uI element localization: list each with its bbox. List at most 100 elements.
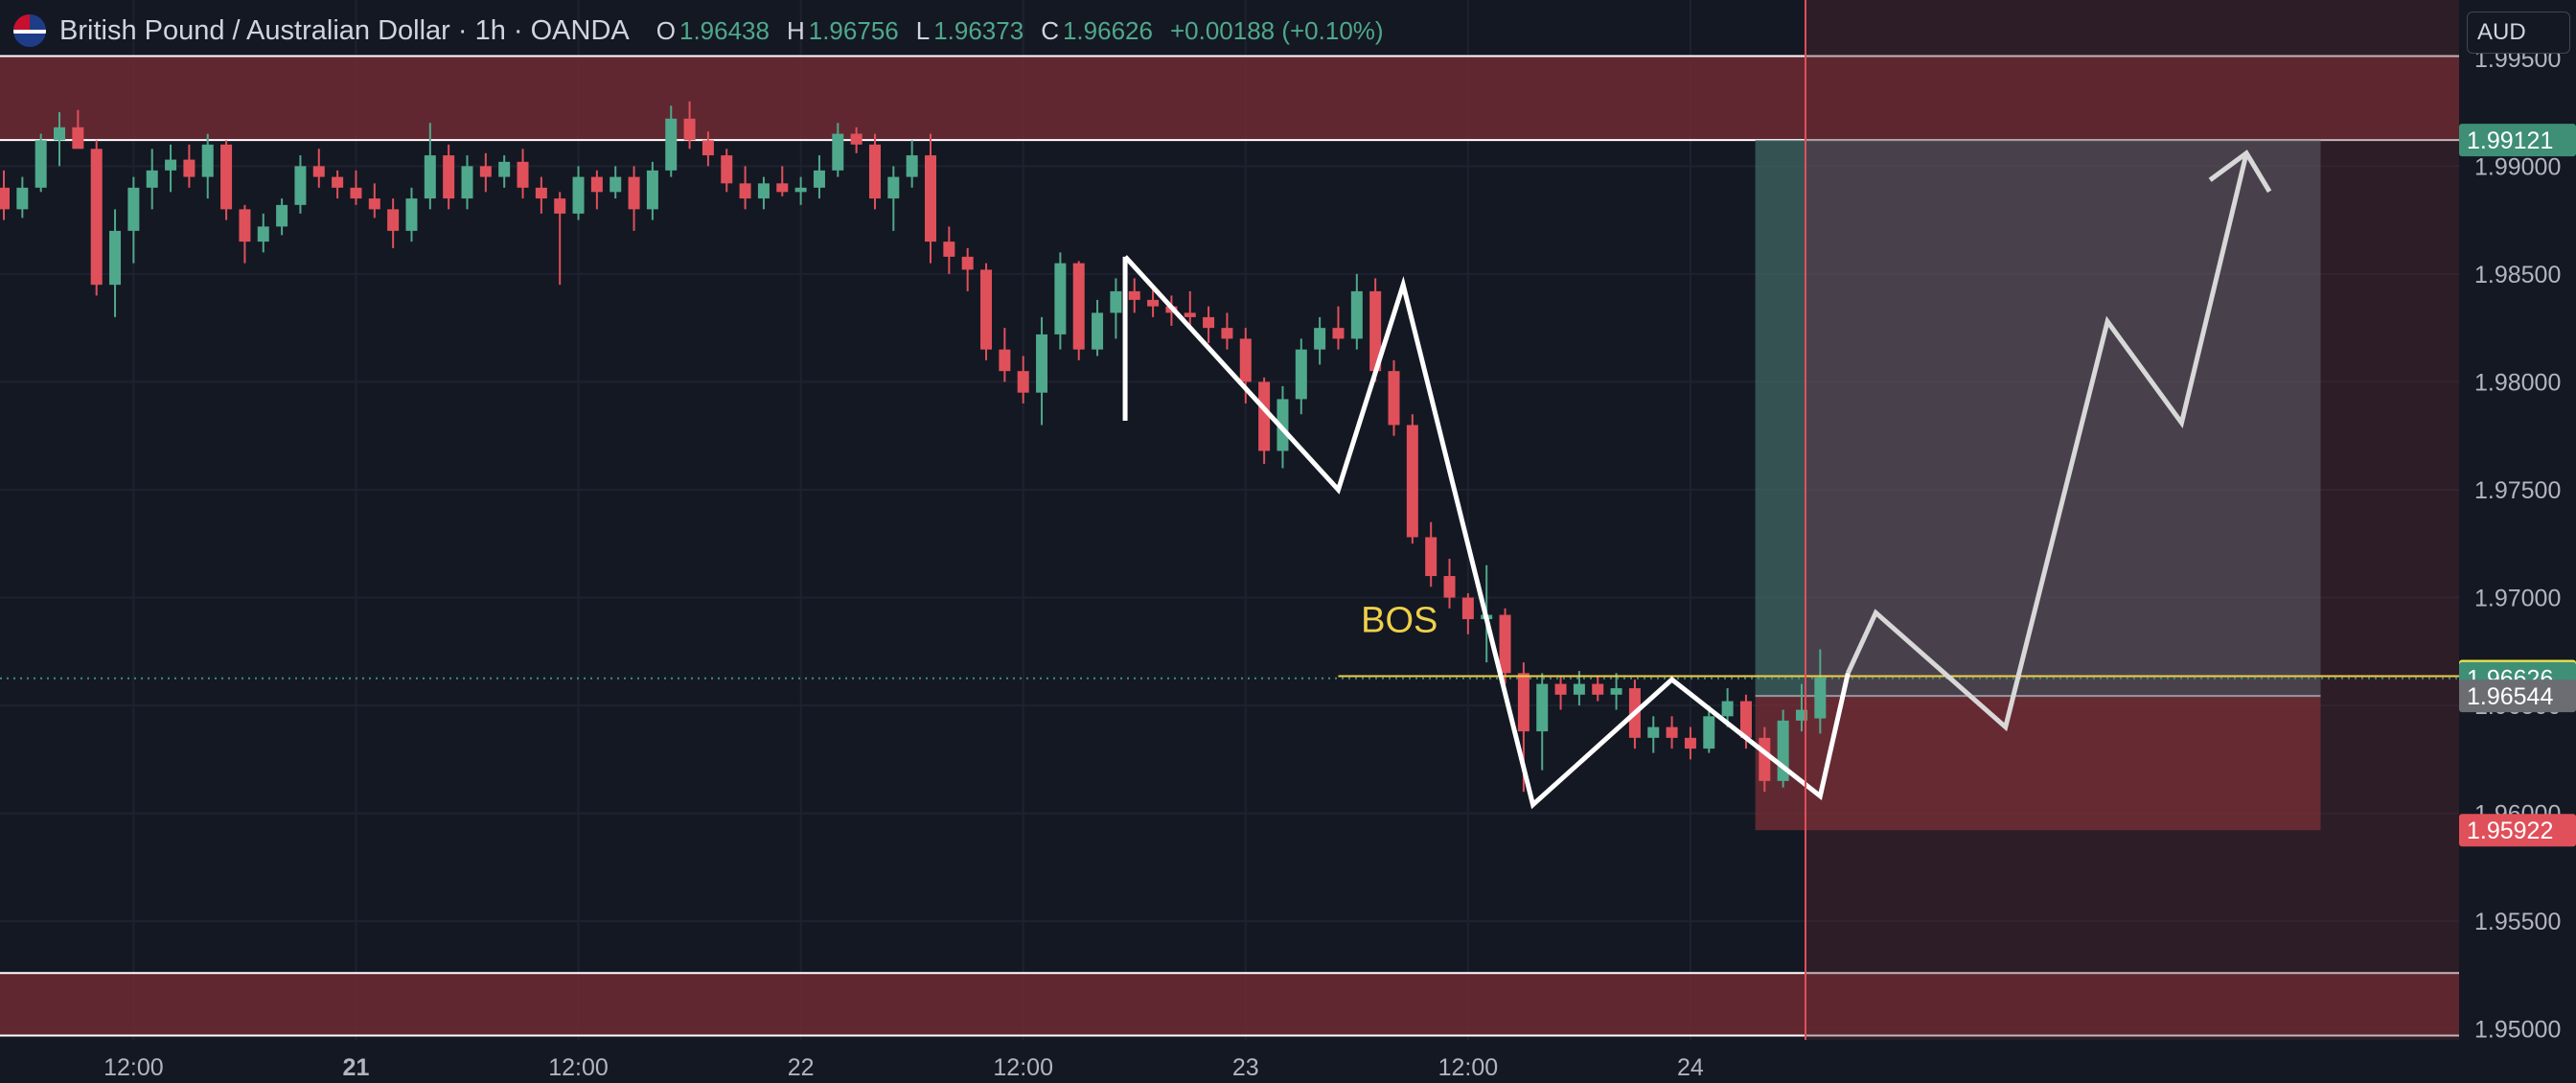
price-tick-label: 1.98000 bbox=[2474, 369, 2561, 396]
price-tick-label: 1.97000 bbox=[2474, 586, 2561, 612]
candle-body bbox=[1221, 328, 1233, 339]
candle-body bbox=[257, 226, 269, 242]
price-badge bbox=[2459, 124, 2576, 157]
candle-body bbox=[0, 187, 10, 210]
candle-body bbox=[276, 204, 288, 227]
candle-body bbox=[1759, 737, 1771, 781]
price-tick-label: 1.95500 bbox=[2474, 909, 2561, 935]
candle-body bbox=[201, 144, 214, 177]
candle-body bbox=[665, 118, 678, 171]
candle-body bbox=[1388, 371, 1400, 426]
candle-body bbox=[535, 187, 547, 199]
plot-background bbox=[0, 0, 2459, 1083]
price-badge-label: 1.99121 bbox=[2467, 127, 2553, 154]
candle-body bbox=[702, 140, 714, 156]
candle-body bbox=[1258, 381, 1271, 451]
candle-body bbox=[1499, 614, 1511, 674]
candle-body bbox=[1592, 683, 1604, 695]
candle-body bbox=[183, 159, 196, 177]
candle-body bbox=[554, 198, 566, 214]
price-badge-label: 1.95922 bbox=[2467, 818, 2553, 844]
candle-body bbox=[1017, 371, 1029, 393]
candle-body bbox=[34, 140, 47, 188]
future-area-shade bbox=[1805, 0, 2459, 1083]
candle-body bbox=[498, 161, 511, 177]
price-tick-label: 1.97500 bbox=[2474, 477, 2561, 504]
candle-body bbox=[350, 187, 362, 199]
price-axis-background bbox=[2459, 0, 2576, 1083]
candle-body bbox=[1739, 701, 1752, 738]
candle-body bbox=[1461, 597, 1474, 620]
time-tick-label: 21 bbox=[343, 1054, 370, 1081]
candle-body bbox=[610, 176, 622, 193]
candle-body bbox=[72, 127, 84, 150]
candle-body bbox=[776, 183, 789, 193]
position-target-zone bbox=[1755, 140, 2321, 697]
time-tick-label: 12:00 bbox=[1438, 1054, 1499, 1081]
ohlc-high: H 1.96756 bbox=[786, 15, 899, 45]
candle-body bbox=[813, 170, 825, 188]
candle-body bbox=[461, 166, 473, 199]
candle-body bbox=[54, 127, 66, 141]
time-tick-label: 24 bbox=[1677, 1054, 1704, 1081]
candle-body bbox=[1610, 688, 1622, 695]
candle-body bbox=[1684, 737, 1696, 749]
candle-body bbox=[1128, 290, 1140, 300]
candle-body bbox=[220, 144, 233, 210]
candle-body bbox=[1036, 334, 1048, 393]
market-structure-zigzag bbox=[1123, 255, 1851, 810]
price-tick-label: 1.95000 bbox=[2474, 1017, 2561, 1044]
candle-body bbox=[1092, 312, 1104, 350]
candle-body bbox=[590, 176, 603, 193]
candle-body bbox=[925, 155, 936, 242]
price-change: +0.00188 (+0.10%) bbox=[1169, 15, 1384, 45]
candle-body bbox=[1369, 290, 1382, 372]
candle-body bbox=[757, 183, 770, 199]
candle-body bbox=[1203, 316, 1215, 329]
projected-path-arrow bbox=[1846, 152, 2249, 732]
candle-body bbox=[1332, 328, 1345, 339]
candle-body bbox=[1147, 299, 1160, 307]
candle-body bbox=[961, 256, 974, 270]
position-filled-target bbox=[1755, 140, 1806, 697]
candle-body bbox=[517, 161, 529, 188]
candle-body bbox=[1406, 425, 1418, 538]
candle-body bbox=[1110, 290, 1122, 313]
symbol-title[interactable]: British Pound / Australian Dollar · 1h ·… bbox=[59, 14, 630, 46]
candle-body bbox=[368, 198, 380, 210]
candle-body bbox=[312, 166, 325, 177]
candle-body bbox=[1350, 290, 1363, 339]
candle-body bbox=[239, 209, 251, 242]
candle-body bbox=[1443, 576, 1456, 598]
candle-body bbox=[1721, 701, 1734, 717]
candle-body bbox=[1276, 399, 1289, 451]
time-tick-label: 23 bbox=[1232, 1054, 1259, 1081]
price-badge bbox=[2459, 814, 2576, 847]
time-tick-label: 22 bbox=[788, 1054, 815, 1081]
lower-support-zone bbox=[0, 973, 2459, 1036]
candle-body bbox=[683, 118, 696, 141]
candle-body bbox=[1295, 349, 1307, 400]
position-stop-zone bbox=[1755, 696, 2321, 831]
candle-body bbox=[943, 242, 955, 257]
candle-body bbox=[1425, 537, 1438, 577]
candle-body bbox=[146, 170, 158, 188]
candle-body bbox=[1814, 677, 1827, 719]
candle-body bbox=[739, 183, 751, 199]
currency-selector-button[interactable]: AUD bbox=[2467, 12, 2570, 54]
time-tick-label: 12:00 bbox=[993, 1054, 1053, 1081]
candle-body bbox=[999, 349, 1011, 372]
ohlc-low: L 1.96373 bbox=[915, 15, 1024, 45]
candle-body bbox=[1517, 673, 1530, 732]
candle-body bbox=[1239, 338, 1252, 382]
candle-body bbox=[1054, 263, 1067, 334]
price-badge bbox=[2459, 680, 2576, 713]
candle-body bbox=[1184, 312, 1196, 317]
upper-resistance-zone bbox=[0, 56, 2459, 141]
candle-body bbox=[332, 176, 344, 188]
time-axis-background bbox=[0, 1040, 2459, 1083]
candle-body bbox=[721, 155, 733, 184]
candle-body bbox=[646, 170, 658, 210]
